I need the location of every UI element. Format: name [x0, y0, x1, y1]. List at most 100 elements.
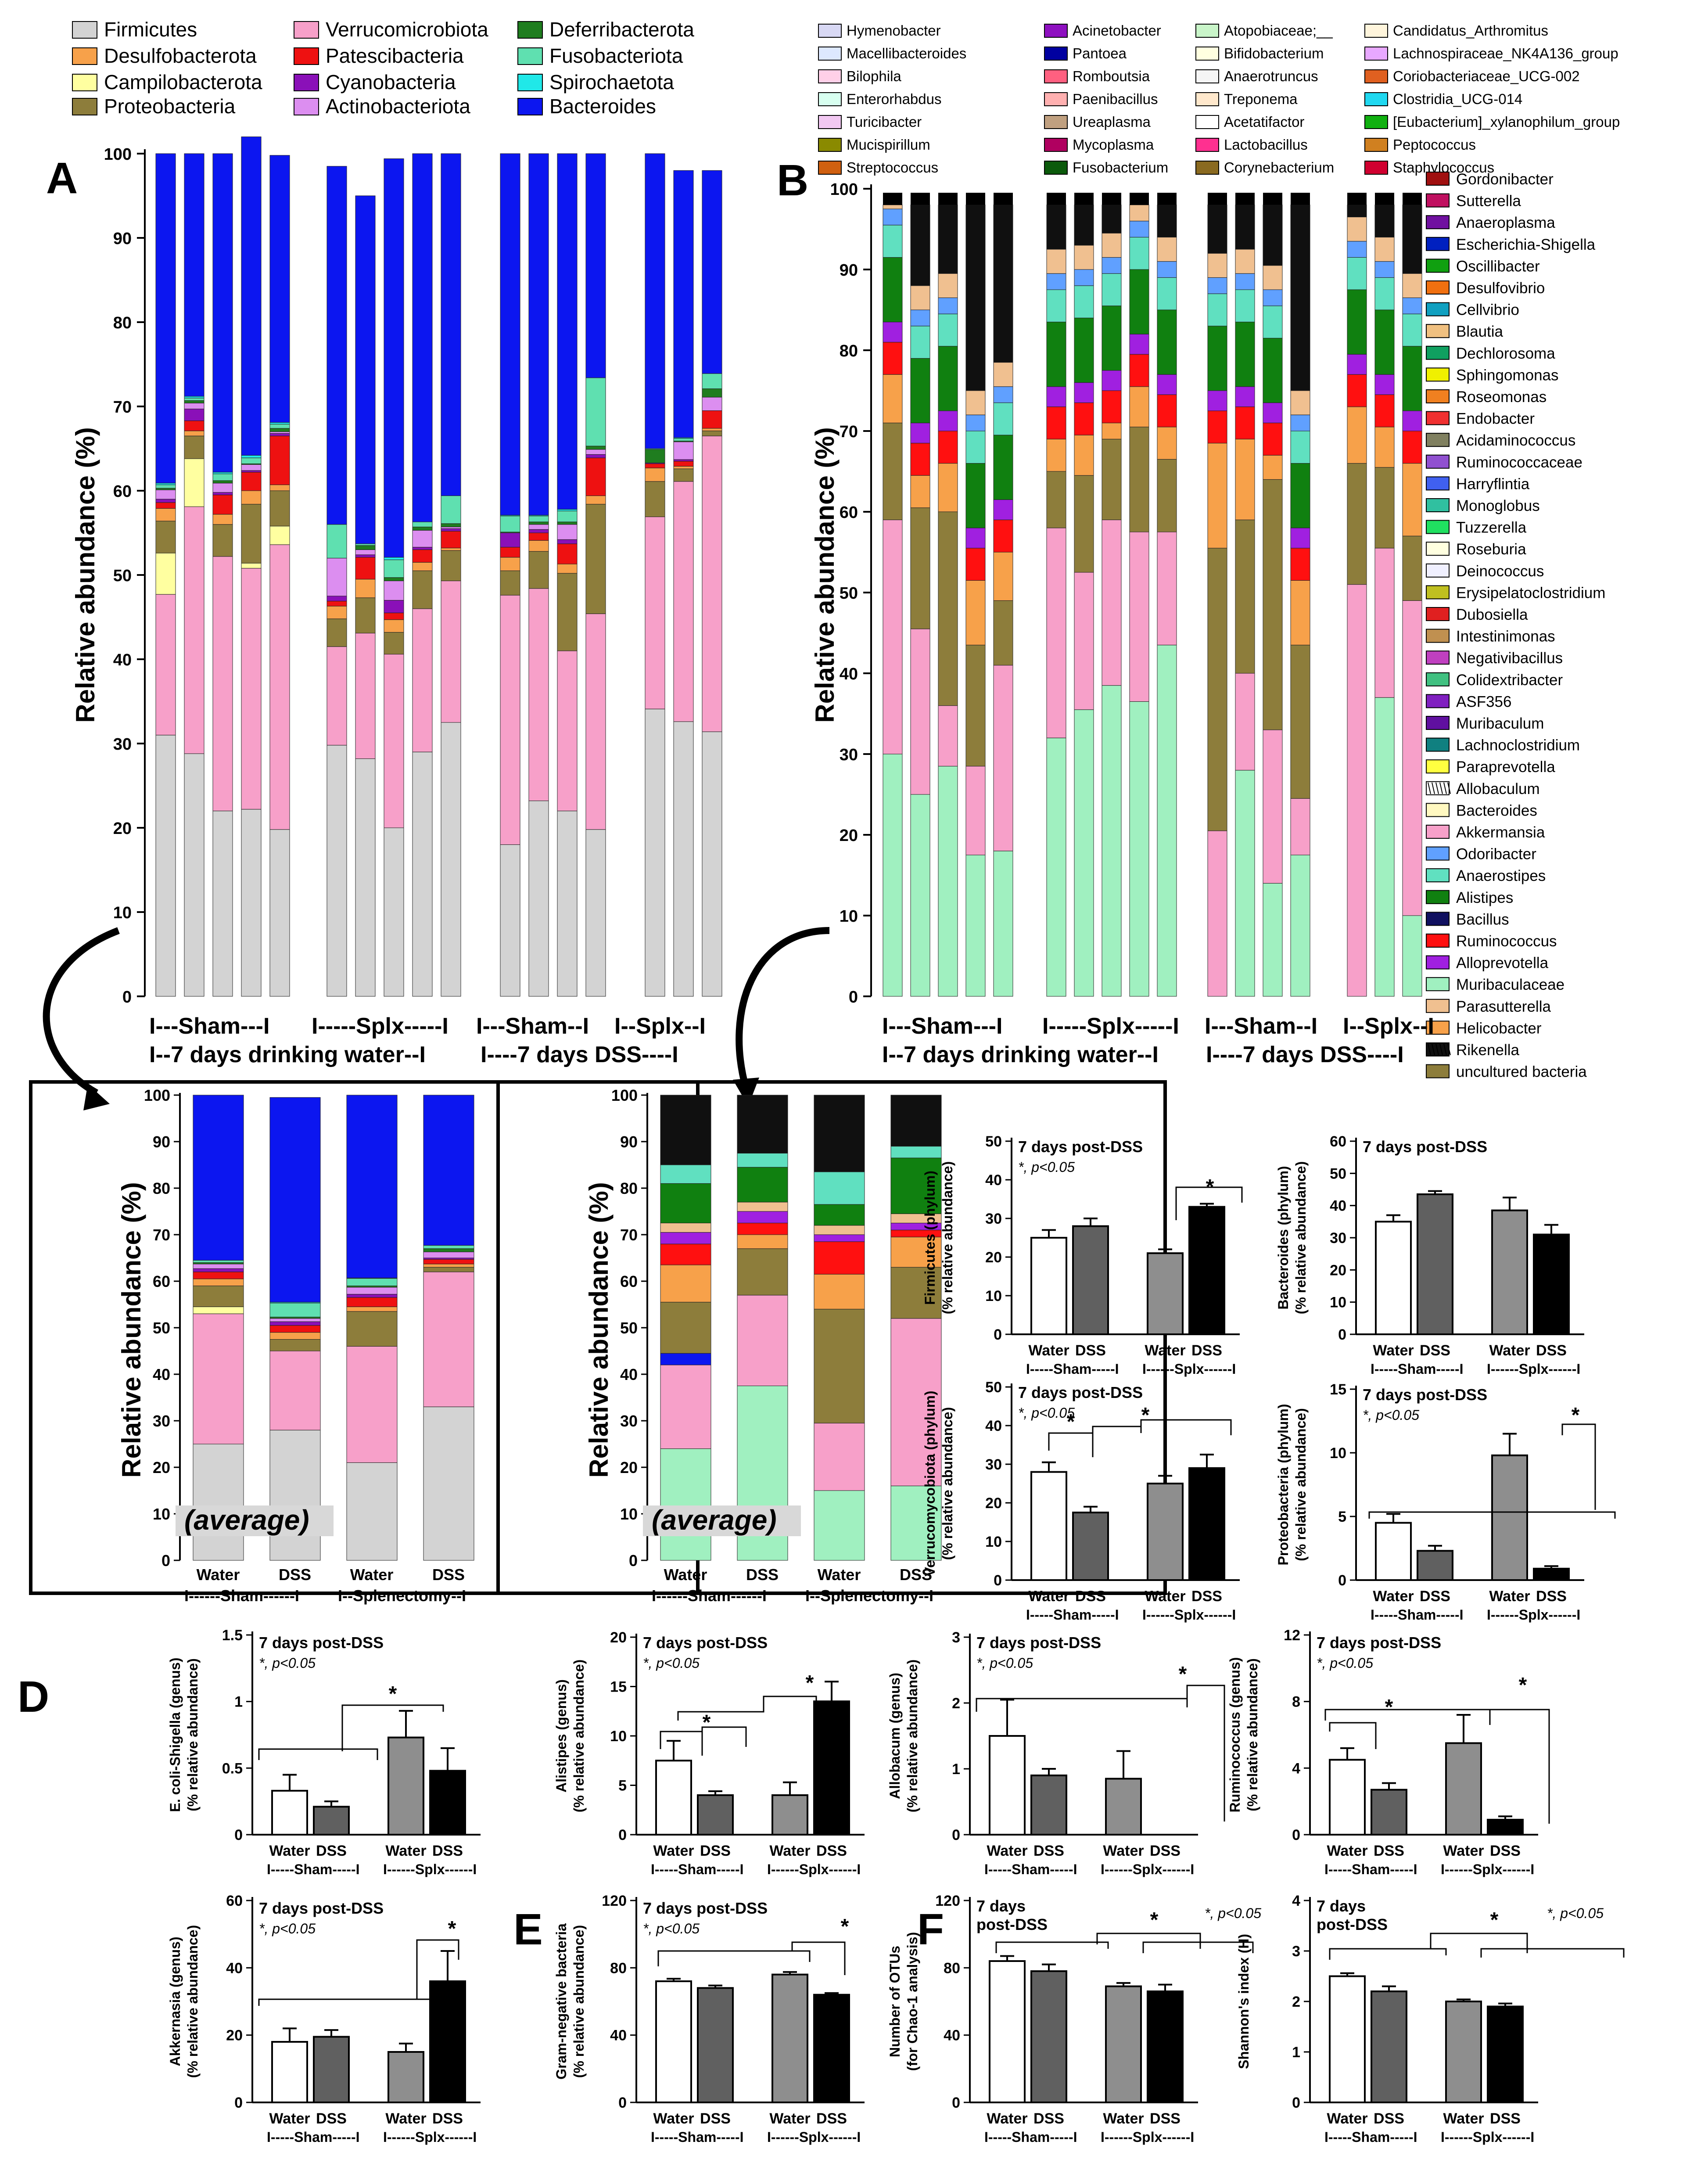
avg-bar-segment [346, 1294, 398, 1298]
legend-swatch [1195, 24, 1219, 38]
y-tick-label-b: 20 [840, 826, 858, 845]
group-splx: I------Splx------I [383, 2129, 477, 2145]
y-tick-label-avg: 10 [620, 1505, 638, 1523]
avg-bar-segment [814, 1274, 865, 1310]
bar-segment [269, 435, 290, 485]
avg-bar-segment [269, 1325, 321, 1333]
legend-label: Lactobacillus [1224, 137, 1308, 153]
y-axis-label-small: Bacteroides (phylum) [1275, 1166, 1291, 1309]
significance-note: *, p<0.05 [1018, 1159, 1075, 1175]
bar-segment [441, 550, 461, 581]
bar-segment [1235, 519, 1255, 674]
bar [989, 1960, 1026, 2103]
avg-bar-segment [193, 1260, 244, 1263]
bar-segment [184, 506, 205, 754]
bar-segment [1347, 289, 1367, 355]
bar-top [1208, 193, 1227, 205]
bar [1445, 1742, 1482, 1836]
bar-segment [1074, 572, 1094, 710]
bar-segment [412, 530, 433, 548]
bar-segment [1046, 438, 1066, 472]
bar-segment [412, 562, 433, 571]
bar-segment [1074, 245, 1094, 270]
y-axis-label-small-2: (% relative abundance) [940, 1161, 955, 1315]
average-label-b: (average) [652, 1504, 777, 1536]
bar-segment [1207, 253, 1227, 278]
bar [271, 2041, 308, 2103]
legend-swatch [1044, 24, 1068, 38]
bar-segment [355, 758, 376, 997]
post-dss-title-2: post-DSS [1317, 1915, 1388, 1933]
y-tick-label-small: 40 [985, 1172, 1002, 1189]
y-tick-label-b: 70 [840, 423, 858, 441]
x-category: Water [1145, 1342, 1185, 1359]
avg-bar-segment [660, 1265, 711, 1303]
bar-segment [212, 492, 233, 496]
significance-bracket [258, 1748, 378, 1760]
y-tick-label-small: 3 [952, 1629, 960, 1646]
significance-bracket [995, 1941, 1109, 1953]
bar [989, 1735, 1026, 1836]
bar-segment [1046, 471, 1066, 528]
bar [813, 1700, 850, 1836]
avg-bar-segment [814, 1204, 865, 1226]
legend-label: Candidatus_Arthromitus [1393, 22, 1548, 39]
bar-segment [1102, 233, 1122, 258]
bar-segment [557, 509, 578, 511]
bar-segment [412, 153, 433, 522]
avg-bar-segment [814, 1225, 865, 1235]
bar [771, 1973, 808, 2103]
x-category: Water [653, 2110, 694, 2127]
bar [1147, 1990, 1184, 2103]
x-category: DSS [432, 2110, 463, 2127]
x-category: DSS [316, 1843, 347, 1859]
legend-label-actinobacteriota: Actinobacteriota [326, 95, 470, 118]
bar-segment [673, 466, 694, 469]
avg-bar-segment [660, 1448, 711, 1561]
bar-segment [1207, 326, 1227, 391]
y-tick-label-small: 20 [1330, 1262, 1346, 1279]
bar-segment [910, 358, 930, 424]
legend-label-bacteroides: Bacteroides [549, 95, 656, 118]
post-dss-title: 7 days [1317, 1897, 1366, 1915]
x-category: DSS [816, 1843, 847, 1859]
post-dss-title: 7 days post-DSS [1317, 1634, 1441, 1652]
bar-segment [355, 195, 376, 544]
legend-label: Roseburia [1456, 541, 1526, 558]
bar-segment [702, 388, 722, 398]
y-tick-label-small: 0 [952, 1827, 960, 1843]
bar-segment [1290, 390, 1310, 415]
legend-swatch-proteobacteria [72, 98, 97, 115]
y-tick-label-a: 0 [122, 988, 132, 1006]
bar-segment [645, 708, 665, 997]
significance-star: * [1385, 1696, 1393, 1719]
bar-segment [938, 705, 958, 767]
significance-bracket [1142, 1941, 1254, 1953]
bar-segment [1290, 431, 1310, 464]
significance-note: *, p<0.05 [1018, 1405, 1075, 1421]
bar [1487, 2005, 1524, 2103]
y-axis-label-small-2: (% relative abundance) [1293, 1408, 1309, 1561]
bar-segment [1207, 443, 1227, 549]
significance-note: *, p<0.05 [259, 1655, 316, 1671]
legend-label-desulfobacterota: Desulfobacterota [104, 44, 257, 67]
avg-bar-segment [269, 1318, 321, 1322]
legend-label: Anaerotruncus [1224, 68, 1318, 84]
legend-swatch [1364, 69, 1388, 83]
legend-swatch [1426, 172, 1450, 186]
bar-segment [241, 455, 262, 458]
bar-segment [1402, 410, 1422, 431]
y-tick-label-small: 0 [952, 2095, 960, 2111]
legend-swatch [818, 138, 842, 152]
group-sham: I-----Sham-----I [1324, 2129, 1417, 2145]
x-category: DSS [1033, 2110, 1064, 2127]
bar-segment-other [910, 205, 930, 286]
avg-bar-segment [814, 1241, 865, 1275]
bar-segment [241, 809, 262, 997]
group-label-sham-dss-b: I---Sham--I [1205, 1013, 1317, 1039]
x-category: Water [987, 1843, 1027, 1859]
bar-segment [557, 564, 578, 574]
bar [813, 1994, 850, 2103]
legend-label-campilobacterota: Campilobacterota [104, 71, 262, 93]
legend-label-verrucomicrobiota: Verrucomicrobiota [326, 18, 488, 41]
